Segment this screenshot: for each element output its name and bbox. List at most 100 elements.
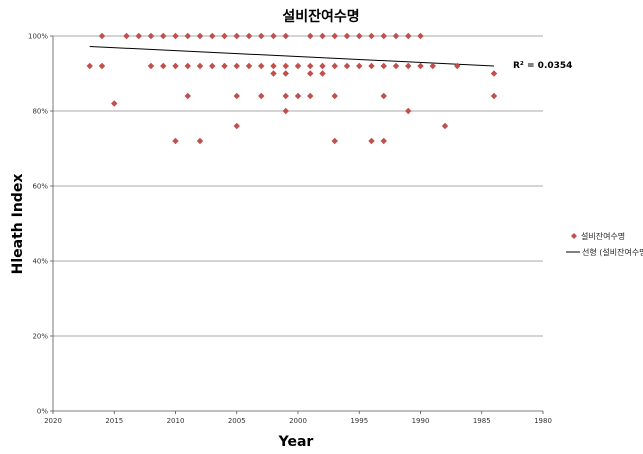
data-point [392,62,400,70]
data-point [343,32,351,40]
data-point [368,62,375,70]
legend: 설비잔여수명 선형 (설비잔여수명) [566,231,643,257]
data-point [307,70,314,77]
data-point [368,137,375,145]
data-point [258,62,265,70]
x-tick-label: 2010 [167,417,185,425]
legend-label-trendline: 선형 (설비잔여수명) [582,247,643,257]
r-squared-label: R² = 0.0354 [513,61,572,71]
data-point [147,62,155,70]
data-point [184,32,191,40]
data-point [184,92,191,100]
legend-marker-series [571,233,577,239]
data-point [454,62,461,70]
data-point [294,92,302,100]
data-point [429,62,436,70]
y-tick-label: 80% [32,108,48,116]
chart-title: 설비잔여수명 [282,8,359,25]
data-point [172,32,179,40]
y-tick-label: 40% [32,258,48,266]
x-tick-label: 1985 [473,417,491,425]
data-point [307,92,314,100]
data-point [196,137,204,145]
data-point [331,92,338,100]
x-tick-label: 1990 [412,417,430,425]
y-tick-label: 0% [37,408,48,416]
data-point [380,62,387,70]
data-points [86,32,498,145]
data-point [160,32,167,40]
data-point [356,32,363,40]
data-point [294,62,302,70]
x-tick-label: 1980 [534,417,552,425]
data-point [172,137,179,145]
data-point [196,62,204,70]
y-axis-label: Hleath Index [10,174,26,275]
data-point [184,62,191,70]
data-point [282,62,289,70]
data-point [441,122,449,130]
data-point [343,62,351,70]
data-point [405,62,412,70]
data-point [380,137,387,145]
data-point [490,92,498,100]
x-axis-label: Year [278,434,314,450]
data-point [380,32,387,40]
data-point [111,100,118,107]
data-point [233,122,240,130]
x-tick-label: 1995 [350,417,368,425]
gridlines [53,35,543,337]
data-point [282,107,289,115]
data-point [270,62,277,70]
data-point [98,62,106,70]
legend-label-series: 설비잔여수명 [581,231,625,241]
data-point [209,32,216,40]
data-point [245,62,253,70]
data-point [356,62,363,70]
data-point [417,62,424,70]
data-point [135,32,142,40]
data-point [490,70,498,77]
data-point [319,62,326,70]
axes [50,35,544,414]
data-point [405,32,412,40]
data-point [209,62,216,70]
data-point [258,92,265,100]
x-tick-label: 2020 [44,417,62,425]
data-point [270,70,277,77]
trendline-group [89,46,495,67]
x-tick-label: 2000 [289,417,307,425]
data-point [172,62,179,70]
data-point [331,62,338,70]
data-point [233,92,240,100]
data-point [196,32,204,40]
x-tick-label: 2015 [105,417,123,425]
data-point [147,32,155,40]
data-point [282,92,289,100]
data-point [331,137,338,145]
x-tick-label: 2005 [228,417,246,425]
data-point [380,92,387,100]
data-point [319,32,326,40]
data-point [86,62,93,70]
data-point [417,32,424,40]
data-point [98,32,106,40]
data-point [270,32,277,40]
data-point [319,70,326,77]
data-point [392,32,400,40]
data-point [282,70,289,77]
data-point [331,32,338,40]
data-point [221,62,228,70]
data-point [307,62,314,70]
data-point [160,62,167,70]
data-point [233,32,240,40]
data-point [233,62,240,70]
data-point [258,32,265,40]
data-point [368,32,375,40]
y-tick-label: 100% [28,33,48,41]
tick-labels: 0% 20% 40% 60% 80% 100% 2020 2015 2010 2005 2000 19… [28,33,552,426]
y-tick-label: 20% [32,333,48,341]
data-point [282,32,289,40]
data-point [245,32,253,40]
